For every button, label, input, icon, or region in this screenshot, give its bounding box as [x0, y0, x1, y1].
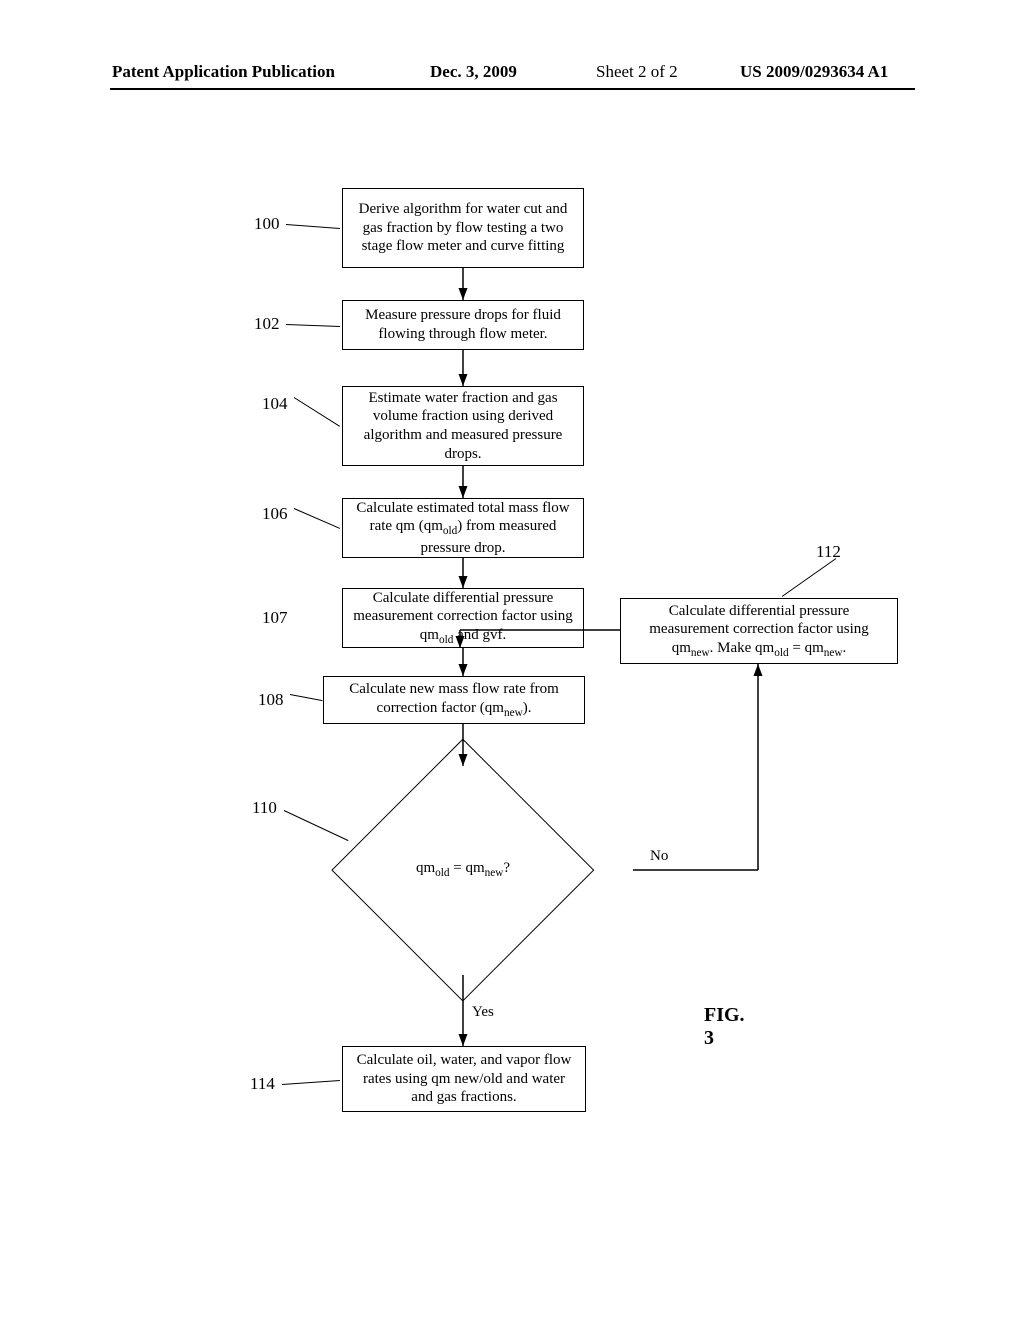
arrows-layer	[0, 0, 1024, 1320]
